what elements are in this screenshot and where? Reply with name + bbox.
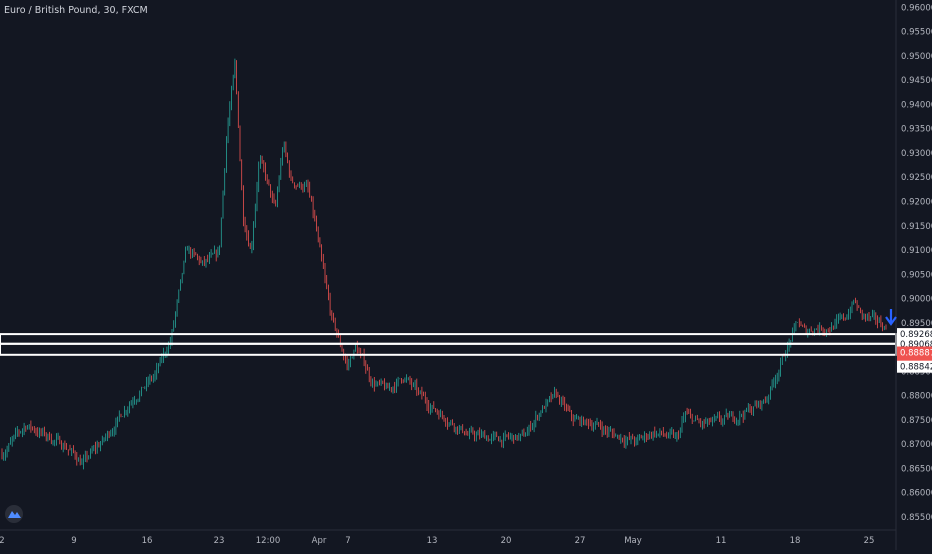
time-tick-label: 20 (501, 536, 512, 546)
price-levels-layer (0, 333, 897, 356)
price-tag (897, 360, 932, 373)
logo-icon[interactable] (5, 505, 23, 523)
time-tick-label: 11 (716, 536, 727, 546)
time-tick-label: 16 (142, 536, 153, 546)
price-tag-label: 0.88842 (900, 363, 932, 373)
price-tick-label: 0.85500 (901, 513, 932, 523)
level-box[interactable] (0, 333, 897, 345)
time-tick-label: 9 (71, 536, 76, 546)
time-tick-label: 27 (575, 536, 586, 546)
symbol-title: Euro / British Pound, 30, FXCM (4, 5, 148, 16)
candles-layer (1, 58, 887, 470)
time-tick-label: 7 (345, 536, 350, 546)
time-tick-label: 23 (214, 536, 225, 546)
current-price-label: 0.88887 (900, 349, 932, 359)
time-tick-label: Apr (312, 536, 327, 546)
time-tick-label: 2 (0, 536, 5, 546)
time-tick-label: 25 (864, 536, 875, 546)
price-tag-label: 0.89268 (900, 330, 932, 340)
time-tick-label: 13 (427, 536, 438, 546)
price-tag (897, 328, 932, 341)
price-tag-label: 0.89068 (900, 340, 932, 350)
down-arrow-icon (885, 309, 897, 326)
time-tick-label: 12:00 (256, 536, 281, 546)
level-box[interactable] (0, 342, 897, 356)
time-tick-label: 18 (790, 536, 801, 546)
time-tick-label: May (624, 536, 642, 546)
time-axis[interactable]: 2 9 16 23 12:00 Apr 7 13 20 27 May 11 18 25 (0, 536, 874, 546)
